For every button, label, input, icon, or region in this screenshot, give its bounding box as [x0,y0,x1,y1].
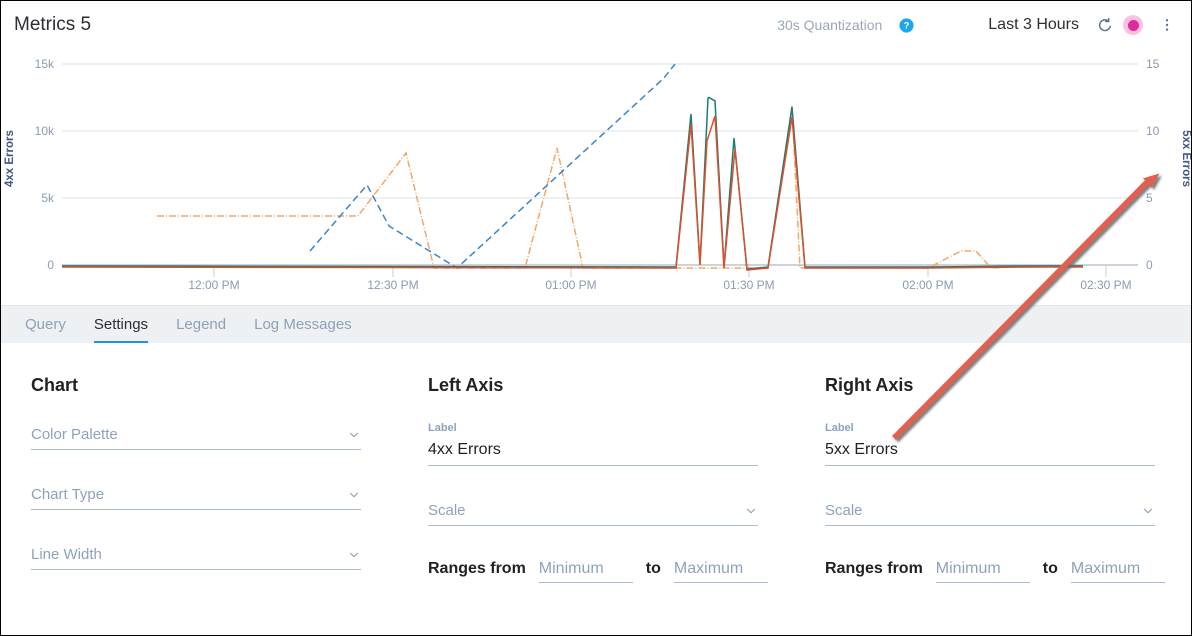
svg-text:15k: 15k [35,57,55,71]
svg-text:0: 0 [47,258,54,272]
svg-text:01:30 PM: 01:30 PM [723,278,774,292]
svg-text:5k: 5k [41,191,55,205]
svg-text:12:00 PM: 12:00 PM [188,278,239,292]
svg-text:15: 15 [1146,57,1160,71]
svg-text:5: 5 [1146,191,1153,205]
svg-text:02:00 PM: 02:00 PM [902,278,953,292]
svg-text:?: ? [904,20,910,30]
svg-text:02:30 PM: 02:30 PM [1080,278,1131,292]
svg-text:12:30 PM: 12:30 PM [367,278,418,292]
svg-text:0: 0 [1146,258,1153,272]
svg-text:01:00 PM: 01:00 PM [545,278,596,292]
svg-text:10k: 10k [35,124,55,138]
svg-text:10: 10 [1146,124,1160,138]
